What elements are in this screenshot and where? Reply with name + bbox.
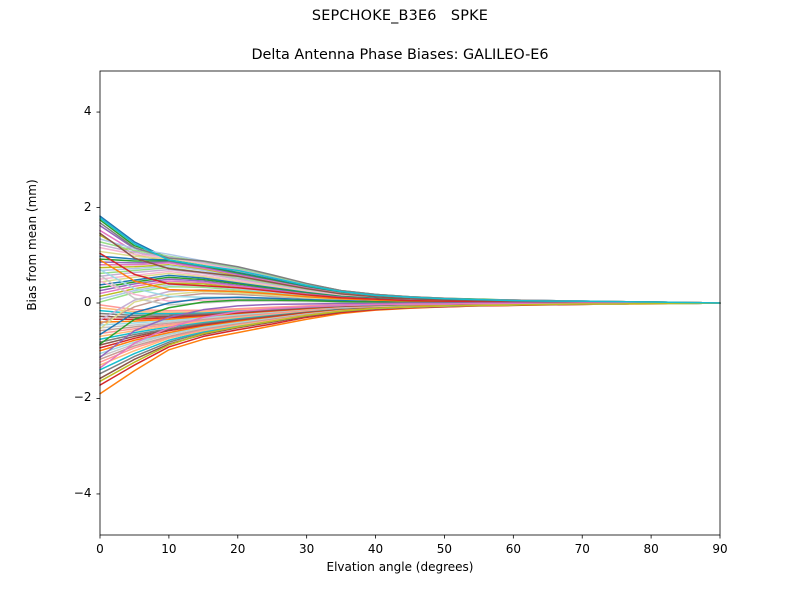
x-tick-label: 20 — [230, 542, 246, 556]
axis-ticks-group — [96, 111, 721, 539]
x-tick-label: 30 — [299, 542, 315, 556]
y-tick-label: −4 — [73, 485, 92, 500]
plot-title: Delta Antenna Phase Biases: GALILEO-E6 — [251, 47, 549, 63]
x-axis-label: Elvation angle (degrees) — [326, 560, 474, 574]
data-lines-group — [99, 215, 721, 395]
x-tick-label: 90 — [712, 542, 728, 556]
y-tick-label: 2 — [83, 199, 92, 214]
y-tick-label: 4 — [83, 104, 92, 119]
y-axis-label: Bias from mean (mm) — [25, 179, 39, 311]
data-line — [99, 217, 721, 304]
x-tick-label: 50 — [436, 542, 453, 556]
y-tick-label: 0 — [83, 295, 92, 309]
x-tick-label: 70 — [574, 542, 590, 556]
x-tick-label: 80 — [643, 542, 659, 556]
x-tick-label: 0 — [96, 542, 104, 556]
x-tick-label: 10 — [161, 542, 177, 556]
figure-suptitle: SEPCHOKE_B3E6 SPKE — [311, 8, 489, 24]
data-line — [99, 302, 721, 383]
x-tick-label: 60 — [505, 542, 521, 556]
x-tick-label: 40 — [367, 542, 384, 556]
data-line — [99, 302, 721, 369]
y-tick-label: −2 — [73, 390, 92, 405]
